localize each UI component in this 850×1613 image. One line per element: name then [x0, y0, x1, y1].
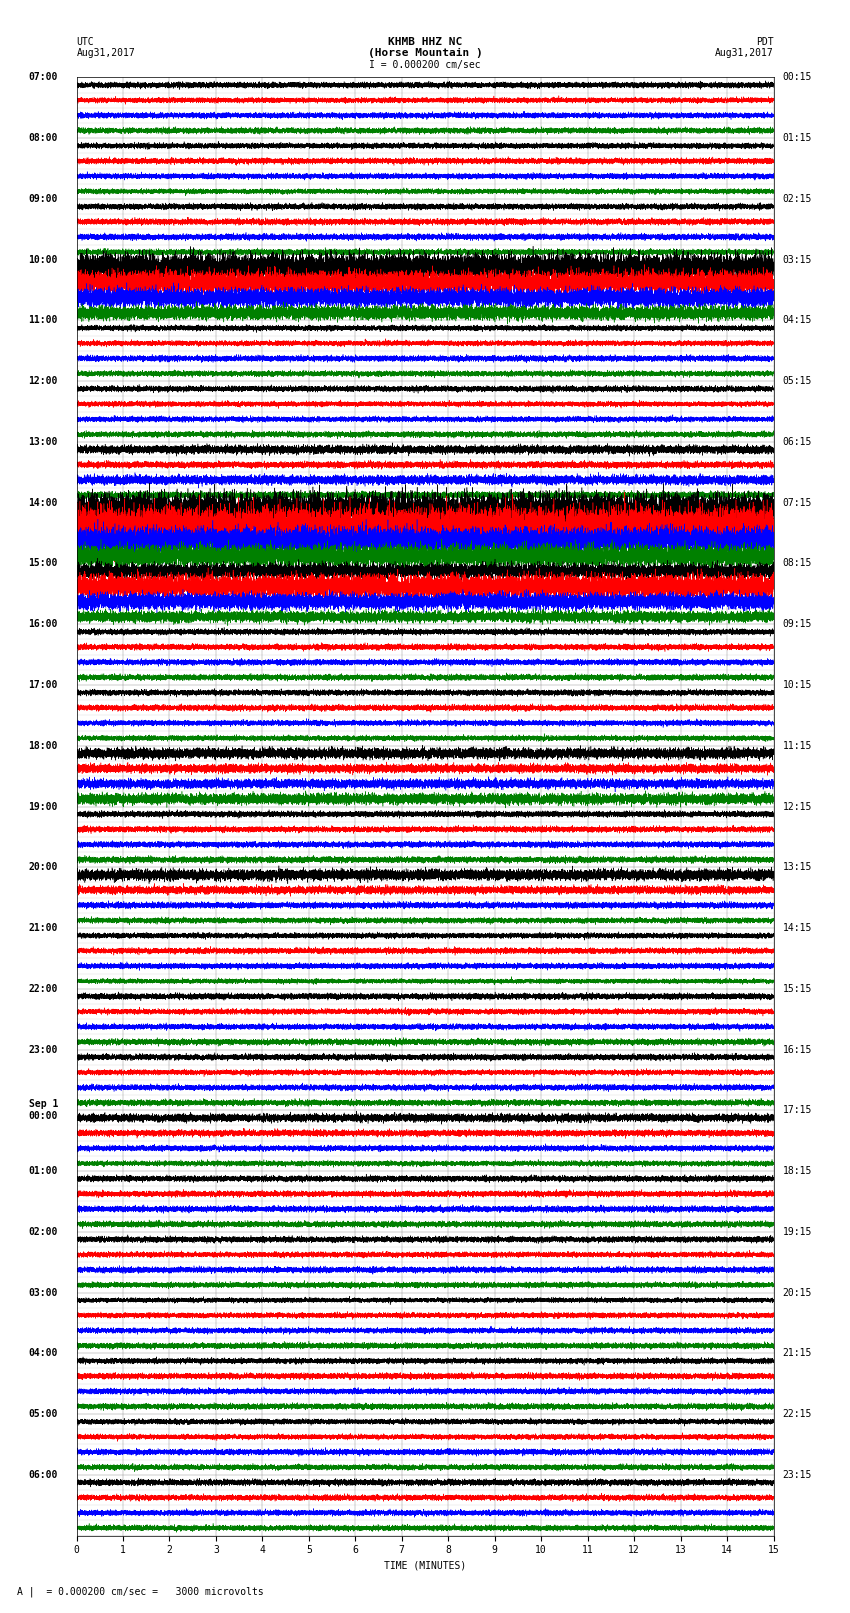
Text: 05:00: 05:00 — [29, 1410, 58, 1419]
Text: 09:15: 09:15 — [783, 619, 812, 629]
Text: 11:00: 11:00 — [29, 316, 58, 326]
Text: Sep 1
00:00: Sep 1 00:00 — [29, 1100, 58, 1121]
Text: A |  = 0.000200 cm/sec =   3000 microvolts: A | = 0.000200 cm/sec = 3000 microvolts — [17, 1586, 264, 1597]
Text: 08:00: 08:00 — [29, 134, 58, 144]
Text: 10:15: 10:15 — [783, 681, 812, 690]
Text: 15:15: 15:15 — [783, 984, 812, 994]
Text: 02:00: 02:00 — [29, 1227, 58, 1237]
Text: 12:00: 12:00 — [29, 376, 58, 386]
Text: 02:15: 02:15 — [783, 194, 812, 203]
Text: 11:15: 11:15 — [783, 740, 812, 750]
Text: 20:15: 20:15 — [783, 1287, 812, 1297]
Text: 16:15: 16:15 — [783, 1045, 812, 1055]
Text: 19:00: 19:00 — [29, 802, 58, 811]
Text: 07:15: 07:15 — [783, 498, 812, 508]
Text: 01:00: 01:00 — [29, 1166, 58, 1176]
Text: 05:15: 05:15 — [783, 376, 812, 386]
Text: 04:00: 04:00 — [29, 1348, 58, 1358]
Text: 14:00: 14:00 — [29, 498, 58, 508]
Text: 22:15: 22:15 — [783, 1410, 812, 1419]
Text: 17:15: 17:15 — [783, 1105, 812, 1115]
Text: UTC: UTC — [76, 37, 94, 47]
Text: Aug31,2017: Aug31,2017 — [715, 48, 774, 58]
Text: 01:15: 01:15 — [783, 134, 812, 144]
Text: I = 0.000200 cm/sec: I = 0.000200 cm/sec — [369, 60, 481, 69]
Text: Aug31,2017: Aug31,2017 — [76, 48, 135, 58]
Text: 09:00: 09:00 — [29, 194, 58, 203]
Text: 00:15: 00:15 — [783, 73, 812, 82]
Text: PDT: PDT — [756, 37, 774, 47]
Text: 14:15: 14:15 — [783, 923, 812, 932]
Text: 23:00: 23:00 — [29, 1045, 58, 1055]
Text: 17:00: 17:00 — [29, 681, 58, 690]
Text: 19:15: 19:15 — [783, 1227, 812, 1237]
Text: 03:00: 03:00 — [29, 1287, 58, 1297]
Text: 21:00: 21:00 — [29, 923, 58, 932]
Text: 18:15: 18:15 — [783, 1166, 812, 1176]
Text: 06:00: 06:00 — [29, 1469, 58, 1479]
X-axis label: TIME (MINUTES): TIME (MINUTES) — [384, 1561, 466, 1571]
Text: 06:15: 06:15 — [783, 437, 812, 447]
Text: 10:00: 10:00 — [29, 255, 58, 265]
Text: 13:00: 13:00 — [29, 437, 58, 447]
Text: 15:00: 15:00 — [29, 558, 58, 568]
Text: 18:00: 18:00 — [29, 740, 58, 750]
Text: (Horse Mountain ): (Horse Mountain ) — [367, 48, 483, 58]
Text: 12:15: 12:15 — [783, 802, 812, 811]
Text: 20:00: 20:00 — [29, 863, 58, 873]
Text: 08:15: 08:15 — [783, 558, 812, 568]
Text: KHMB HHZ NC: KHMB HHZ NC — [388, 37, 462, 47]
Text: 21:15: 21:15 — [783, 1348, 812, 1358]
Text: 16:00: 16:00 — [29, 619, 58, 629]
Text: 13:15: 13:15 — [783, 863, 812, 873]
Text: 03:15: 03:15 — [783, 255, 812, 265]
Text: 23:15: 23:15 — [783, 1469, 812, 1479]
Text: 07:00: 07:00 — [29, 73, 58, 82]
Text: 04:15: 04:15 — [783, 316, 812, 326]
Text: 22:00: 22:00 — [29, 984, 58, 994]
